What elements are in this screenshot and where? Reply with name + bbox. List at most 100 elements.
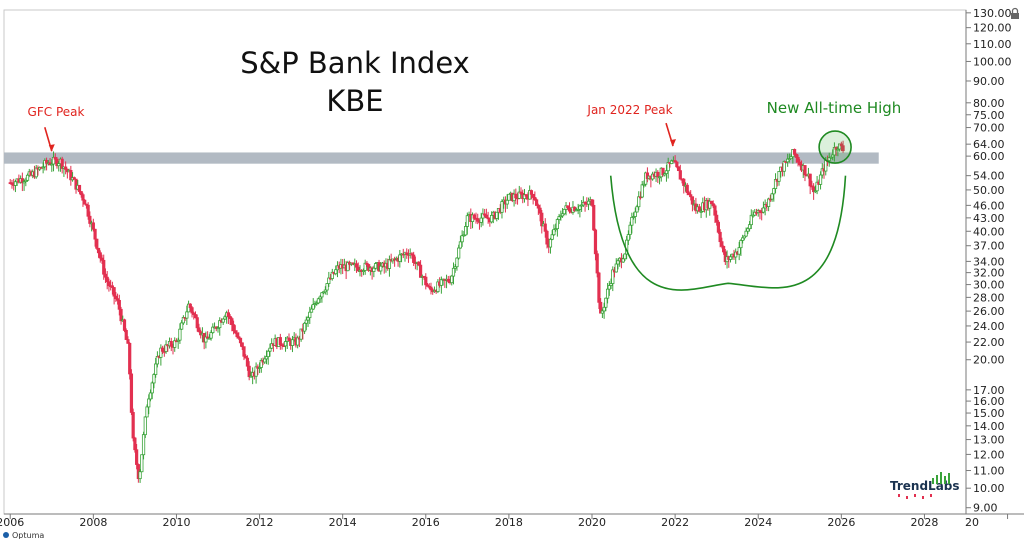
candle-body <box>322 291 326 294</box>
y-tick-label: 14.00 <box>973 420 1005 433</box>
y-tick-label: 24.00 <box>973 320 1005 333</box>
y-tick-label: 46.00 <box>973 199 1005 212</box>
candle-body <box>708 200 712 209</box>
candle-body <box>834 147 838 150</box>
candle-body <box>836 148 840 151</box>
y-axis-ticks: 130.00 120.00 110.00 100.00 90.00 80.0075.007… <box>966 7 1012 515</box>
candle-body <box>13 181 18 186</box>
candle-body <box>794 153 798 158</box>
candle-body <box>664 170 669 174</box>
candle-body <box>270 343 274 349</box>
candle-body <box>656 171 660 178</box>
candle-body <box>77 184 82 192</box>
candle-body <box>223 316 227 320</box>
candle-body <box>685 184 689 194</box>
candle-body <box>10 182 14 185</box>
candle-body <box>323 289 327 293</box>
candle-body <box>495 211 499 219</box>
candle-body <box>789 156 793 160</box>
chart-title-line2: KBE <box>326 84 383 118</box>
candle-body <box>83 199 87 205</box>
gfc-peak-arrowhead <box>48 144 55 152</box>
svg-text:TrendLabs: TrendLabs <box>890 479 960 493</box>
candle-body <box>464 226 468 236</box>
candle-body <box>278 337 282 346</box>
candle-body <box>55 158 59 167</box>
candle-body <box>98 252 102 259</box>
candle-body <box>112 287 116 297</box>
y-tick-label: 22.00 <box>973 336 1005 349</box>
candle-body <box>309 308 314 313</box>
candle-body <box>578 205 582 210</box>
logo-bar <box>948 473 950 484</box>
candle-body <box>41 166 45 169</box>
candle-body <box>102 259 106 275</box>
candle-body <box>25 174 30 181</box>
candle-body <box>100 257 104 261</box>
candle-body <box>808 173 812 187</box>
y-tick-label: 11.00 <box>973 465 1005 478</box>
candle-body <box>716 221 721 233</box>
candle-body <box>44 160 49 164</box>
candle-body <box>122 319 127 331</box>
candle-body <box>418 264 423 278</box>
y-tick-label: 120.00 <box>973 22 1012 35</box>
candle-body <box>820 168 824 176</box>
candle-body <box>22 181 26 184</box>
candle-body <box>742 235 746 239</box>
candle-body <box>715 214 719 223</box>
candle-body <box>720 241 724 247</box>
candle-body <box>476 218 480 222</box>
logo-mark <box>922 496 924 499</box>
candle-body <box>595 253 599 274</box>
candle-body <box>96 247 101 254</box>
lock-icon[interactable] <box>1011 7 1019 20</box>
candle-body <box>838 143 842 150</box>
candle-body <box>586 200 591 205</box>
candle-body <box>777 171 781 182</box>
candle-body <box>675 161 679 168</box>
candle-body <box>796 157 800 163</box>
candle-body <box>604 297 608 308</box>
candle-body <box>458 241 463 249</box>
candle-body <box>207 337 211 340</box>
logo-bar <box>932 478 934 484</box>
candle-body <box>554 228 558 231</box>
candle-body <box>753 211 757 216</box>
candle-body <box>306 317 310 321</box>
new-high-label: New All-time High <box>767 99 902 117</box>
candle-body <box>602 306 606 312</box>
candle-body <box>744 230 748 237</box>
candle-body <box>689 194 693 198</box>
candle-body <box>621 258 625 263</box>
logo-mark <box>906 496 908 499</box>
candle-body <box>550 234 554 240</box>
candle-body <box>302 322 307 332</box>
candle-body <box>528 190 532 200</box>
candle-body <box>114 295 118 300</box>
candle-body <box>141 434 146 456</box>
candle-body <box>583 202 587 204</box>
candle-body <box>152 374 156 384</box>
candle-body <box>147 398 151 408</box>
candle-body <box>824 160 828 172</box>
candle-body <box>813 190 817 193</box>
candle-body <box>758 210 762 213</box>
x-tick-label: 20 <box>965 516 979 529</box>
candle-body <box>737 247 741 255</box>
candle-body <box>534 199 539 206</box>
candle-body <box>263 358 267 363</box>
candle-body <box>95 238 99 249</box>
candle-body <box>126 339 130 344</box>
candle-body <box>110 285 114 288</box>
candle-body <box>818 174 823 185</box>
candle-body <box>687 192 691 196</box>
candle-body <box>173 340 177 348</box>
candle-body <box>792 149 797 155</box>
y-tick-label: 30.00 <box>973 279 1005 292</box>
candle-body <box>287 337 291 341</box>
resistance-band <box>4 152 879 164</box>
candle-body <box>457 247 461 259</box>
y-tick-label: 28.00 <box>973 291 1005 304</box>
